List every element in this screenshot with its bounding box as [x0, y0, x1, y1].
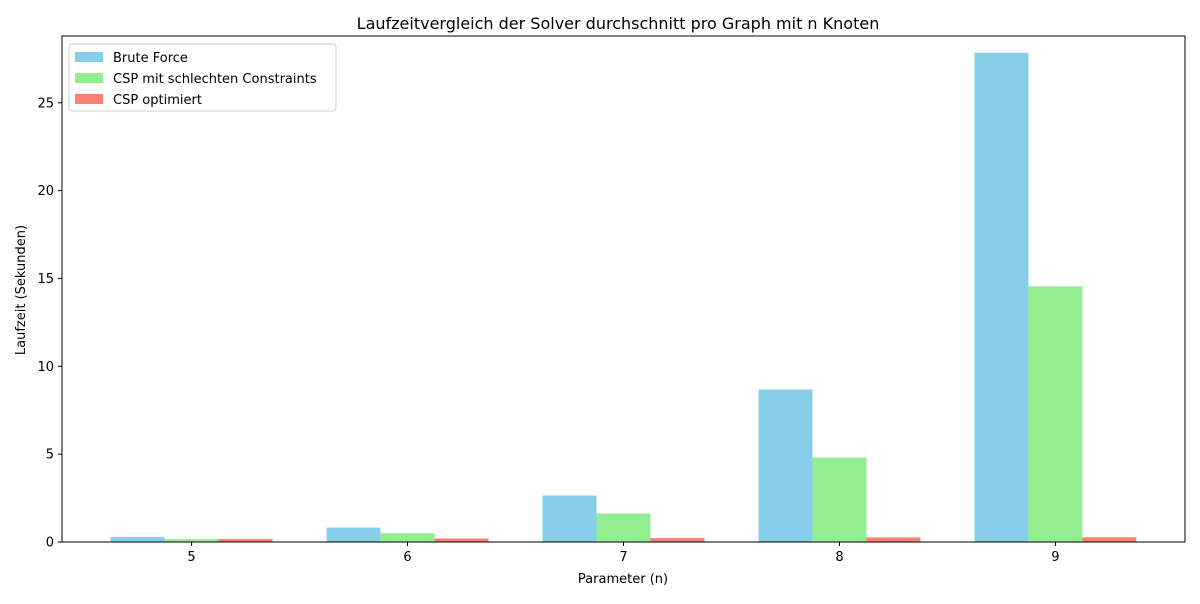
- bars-layer: [110, 52, 1137, 542]
- bar: [596, 513, 651, 542]
- bar: [434, 538, 489, 542]
- legend-label: Brute Force: [113, 51, 188, 66]
- legend-swatch: [75, 73, 103, 83]
- x-tick-label: 6: [403, 550, 411, 565]
- legend-label: CSP optimiert: [113, 93, 202, 108]
- bar: [542, 495, 597, 542]
- y-axis-label: Laufzeit (Sekunden): [14, 225, 29, 355]
- y-tick-label: 15: [37, 272, 54, 287]
- y-tick-label: 10: [37, 360, 54, 375]
- y-tick-label: 25: [37, 96, 54, 111]
- legend-box: [68, 43, 337, 112]
- x-tick-label: 7: [619, 550, 627, 565]
- y-tick-label: 5: [46, 448, 54, 463]
- bar: [974, 52, 1029, 542]
- chart-title: Laufzeitvergleich der Solver durchschnit…: [357, 14, 880, 33]
- legend-swatch: [75, 52, 103, 62]
- bar: [218, 539, 273, 542]
- bar: [1082, 537, 1137, 542]
- bar: [758, 389, 813, 542]
- legend-label: CSP mit schlechten Constraints: [113, 72, 317, 87]
- y-tick-label: 20: [37, 184, 54, 199]
- x-tick-label: 9: [1051, 550, 1059, 565]
- bar: [380, 533, 435, 542]
- x-tick-label: 8: [835, 550, 843, 565]
- bar: [1028, 286, 1083, 542]
- bar: [812, 457, 867, 542]
- bar: [164, 539, 219, 542]
- y-tick-label: 0: [46, 536, 54, 551]
- bar: [326, 527, 381, 542]
- bar: [110, 537, 165, 542]
- axes-layer: 5 6 7 8 9 0 5 10 15 20 25: [37, 35, 1186, 565]
- x-tick-label: 5: [187, 550, 195, 565]
- legend-swatch: [75, 94, 103, 104]
- bar: [866, 537, 921, 542]
- legend: Brute Force CSP mit schlechten Constraint…: [68, 43, 337, 112]
- x-axis-label: Parameter (n): [578, 572, 668, 587]
- bar: [650, 538, 705, 542]
